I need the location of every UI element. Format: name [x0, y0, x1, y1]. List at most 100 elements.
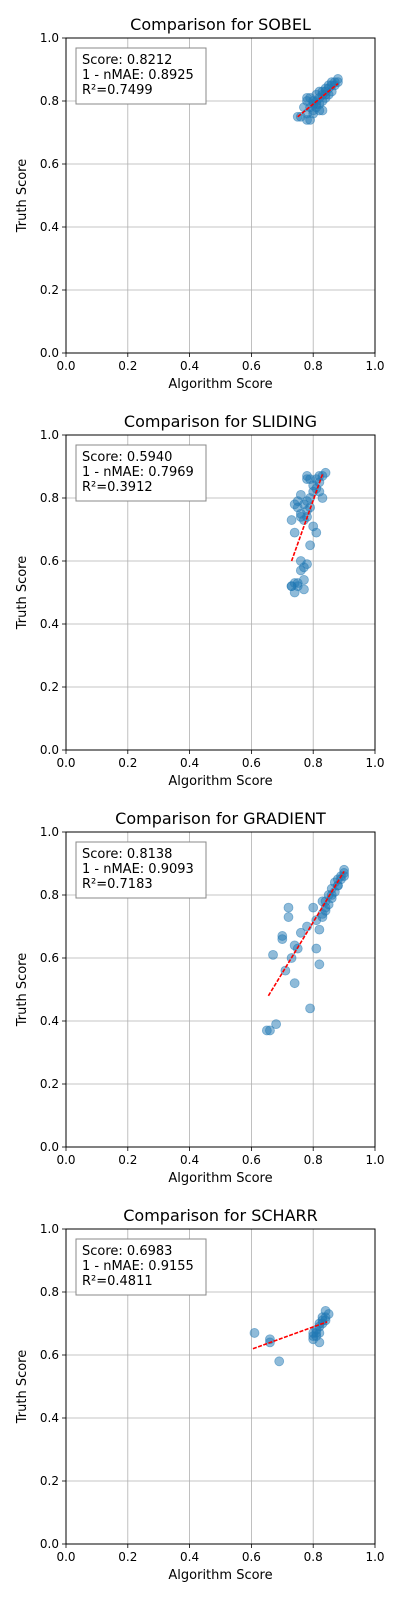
x-tick-label: 0.6: [242, 1550, 261, 1564]
data-point: [308, 1328, 319, 1338]
y-tick-label: 0.2: [40, 680, 59, 694]
axes-frame: [65, 831, 376, 1148]
y-tick-label: 0.4: [40, 220, 59, 234]
data-point: [314, 924, 325, 935]
data-point: [283, 912, 294, 922]
annotation-line: Score: 0.5940: [82, 450, 172, 465]
data-point: [286, 515, 297, 525]
x-tick-label: 0.0: [56, 359, 75, 373]
chart-title: Comparison for SOBEL: [130, 15, 311, 34]
data-point: [317, 105, 328, 116]
data-point: [320, 467, 331, 478]
data-point: [314, 959, 325, 970]
annotation-line: 1 - nMAE: 0.8925: [82, 68, 194, 83]
regression-line: [290, 474, 324, 562]
y-tick-label: 0.2: [40, 1077, 59, 1091]
data-point: [314, 486, 325, 497]
data-point: [299, 575, 309, 585]
x-tick-label: 0.6: [242, 756, 261, 770]
axes-frame: [65, 37, 376, 354]
x-tick-label: 0.6: [242, 1153, 261, 1167]
x-axis-label: Algorithm Score: [168, 1171, 272, 1186]
y-tick-label: 0.8: [40, 94, 59, 108]
y-axis-label: Truth Score: [15, 159, 30, 234]
data-point: [271, 1019, 282, 1030]
y-tick-label: 1.0: [40, 1222, 59, 1236]
data-point: [299, 584, 309, 595]
annotation-line: 1 - nMAE: 0.9093: [82, 862, 194, 877]
y-tick-label: 0.8: [40, 888, 59, 902]
y-tick-label: 0.6: [40, 157, 59, 171]
data-point: [289, 527, 300, 538]
data-point: [280, 965, 291, 976]
x-tick-label: 0.4: [180, 1153, 199, 1167]
annotation-frame: [75, 47, 207, 105]
y-tick-label: 0.0: [40, 346, 59, 360]
x-tick-label: 1.0: [365, 756, 384, 770]
data-point: [308, 108, 319, 119]
x-tick-label: 1.0: [365, 1550, 384, 1564]
chart-panel-2: Comparison for SLIDING 0.0 0.2 0.4 0.6 0.8 1.0…: [15, 412, 385, 789]
y-axis-label: Truth Score: [15, 556, 30, 631]
annotation-line: Score: 0.8212: [82, 53, 172, 68]
x-tick-label: 0.8: [304, 1550, 323, 1564]
y-tick-label: 1.0: [40, 31, 59, 45]
x-tick-label: 0.0: [56, 1153, 75, 1167]
x-tick-label: 1.0: [365, 1153, 384, 1167]
data-point: [292, 502, 303, 513]
x-tick-label: 0.2: [118, 359, 137, 373]
data-point: [311, 527, 322, 538]
annotation-line: Score: 0.6983: [82, 1244, 172, 1259]
y-tick-label: 0.4: [40, 617, 59, 631]
y-tick-label: 1.0: [40, 428, 59, 442]
regression-line: [252, 1321, 328, 1350]
y-tick-label: 0.8: [40, 491, 59, 505]
y-tick-label: 0.0: [40, 1537, 59, 1551]
y-tick-label: 0.0: [40, 1140, 59, 1154]
y-tick-label: 0.6: [40, 554, 59, 568]
data-point: [333, 74, 343, 84]
data-point: [317, 912, 328, 922]
data-point: [320, 902, 331, 913]
x-tick-label: 0.0: [56, 1550, 75, 1564]
annotation-line: Score: 0.8138: [82, 847, 172, 862]
data-point: [311, 943, 322, 954]
data-point: [302, 559, 312, 570]
data-point: [305, 1003, 316, 1014]
y-tick-label: 0.4: [40, 1411, 59, 1425]
x-tick-label: 0.8: [304, 1153, 323, 1167]
x-tick-label: 0.4: [180, 756, 199, 770]
regression-line: [267, 870, 345, 997]
y-tick-label: 1.0: [40, 825, 59, 839]
y-tick-label: 0.2: [40, 1474, 59, 1488]
x-axis-label: Algorithm Score: [168, 377, 272, 392]
chart-title: Comparison for SCHARR: [123, 1206, 318, 1225]
chart-panel-3: Comparison for GRADIENT 0.0 0.2 0.4 0.6 0.8 1.…: [15, 809, 385, 1186]
data-point: [274, 1356, 285, 1367]
y-tick-label: 0.6: [40, 951, 59, 965]
axes-frame: [65, 434, 376, 751]
data-point: [268, 949, 278, 960]
y-axis-label: Truth Score: [15, 953, 30, 1028]
chart-title: Comparison for SLIDING: [124, 412, 317, 431]
chart-title: Comparison for GRADIENT: [115, 809, 326, 828]
x-tick-label: 0.2: [118, 1153, 137, 1167]
data-point: [286, 581, 297, 592]
data-point: [265, 1025, 275, 1036]
data-point: [295, 565, 306, 576]
data-point: [314, 1337, 325, 1348]
data-point: [283, 902, 294, 913]
x-tick-label: 0.0: [56, 756, 75, 770]
x-axis-label: Algorithm Score: [168, 1568, 272, 1583]
x-tick-label: 0.4: [180, 1550, 199, 1564]
data-point: [305, 474, 316, 485]
data-point: [305, 540, 316, 551]
x-tick-label: 0.2: [118, 1550, 137, 1564]
x-tick-label: 0.8: [304, 756, 323, 770]
x-tick-label: 1.0: [365, 359, 384, 373]
annotation-line: 1 - nMAE: 0.9155: [82, 1259, 194, 1274]
